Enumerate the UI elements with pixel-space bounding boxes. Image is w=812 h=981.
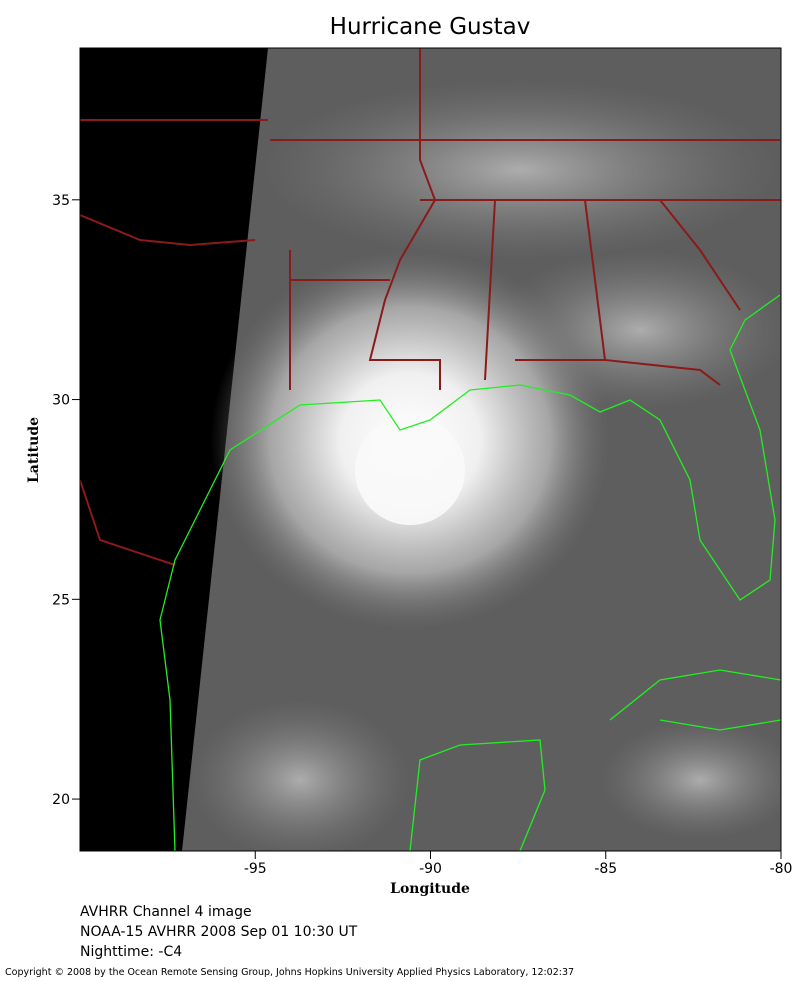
hurricane-core <box>355 415 465 525</box>
y-tick-label: 35 <box>52 193 70 209</box>
x-tick-label: -95 <box>244 861 267 877</box>
cloud <box>600 720 781 840</box>
y-axis-label: Latitude <box>26 417 42 483</box>
caption-line: NOAA-15 AVHRR 2008 Sep 01 10:30 UT <box>80 924 358 940</box>
y-tick-label: 30 <box>52 393 70 409</box>
state-borders <box>80 48 781 566</box>
x-tick-label: -90 <box>419 861 442 877</box>
title: Hurricane Gustav <box>330 14 531 40</box>
copyright: Copyright © 2008 by the Ocean Remote Sen… <box>5 967 574 978</box>
y-tick-label: 25 <box>52 592 70 608</box>
cloud <box>260 80 780 260</box>
x-tick-label: -80 <box>770 861 793 877</box>
satellite-image <box>80 48 781 851</box>
y-tick-label: 20 <box>52 792 70 808</box>
x-tick-label: -85 <box>594 861 617 877</box>
cloud <box>190 700 410 851</box>
coastlines <box>159 294 781 851</box>
x-axis-label: Longitude <box>390 881 470 897</box>
caption-line: AVHRR Channel 4 image <box>80 904 252 920</box>
caption-line: Nighttime: -C4 <box>80 944 182 960</box>
